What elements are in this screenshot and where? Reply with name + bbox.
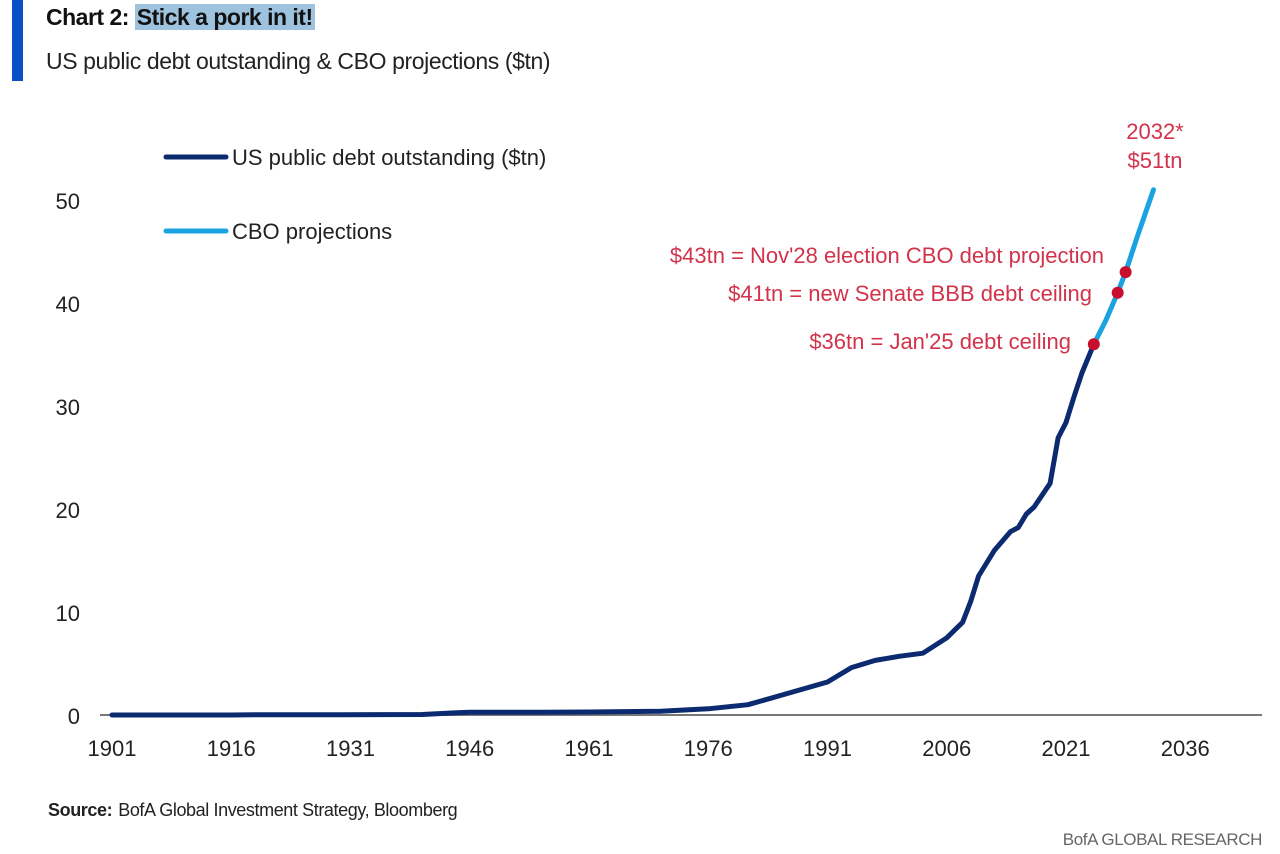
x-tick-label: 1946 [445, 736, 494, 761]
title-prefix: Chart 2: [46, 4, 129, 30]
accent-bar [12, 0, 23, 81]
annotation-41tn: $41tn = new Senate BBB debt ceiling [728, 281, 1092, 306]
y-tick-label: 30 [56, 395, 80, 420]
legend-label-projection: CBO projections [232, 219, 392, 244]
source-text: BofA Global Investment Strategy, Bloombe… [118, 800, 458, 820]
source-label: Source: [48, 800, 113, 820]
y-tick-label: 50 [56, 189, 80, 214]
x-tick-label: 1961 [565, 736, 614, 761]
x-tick-label: 2021 [1042, 736, 1091, 761]
series-line-projection [1091, 187, 1156, 347]
annotation-36tn: $36tn = Jan'25 debt ceiling [809, 329, 1071, 354]
x-tick-label: 1931 [326, 736, 375, 761]
legend-label-historical: US public debt outstanding ($tn) [232, 145, 546, 170]
annotation-43tn: $43tn = Nov'28 election CBO debt project… [670, 243, 1104, 268]
series-line-historical [109, 341, 1097, 718]
x-tick-label: 1901 [88, 736, 137, 761]
y-tick-label: 0 [68, 704, 80, 729]
y-tick-label: 40 [56, 292, 80, 317]
brand-footer: BofA GLOBAL RESEARCH [1062, 830, 1263, 849]
x-tick-label: 2036 [1161, 736, 1210, 761]
x-tick-label: 1976 [684, 736, 733, 761]
y-tick-label: 10 [56, 601, 80, 626]
x-tick-label: 2006 [922, 736, 971, 761]
x-tick-label: 1916 [207, 736, 256, 761]
x-tick-label: 1991 [803, 736, 852, 761]
annotation-2032-value: $51tn [1127, 148, 1182, 173]
chart-subtitle: US public debt outstanding & CBO project… [46, 48, 551, 74]
source-note: Source: BofA Global Investment Strategy, … [48, 800, 458, 821]
annotation-marker [1119, 266, 1132, 279]
title-highlight: Stick a pork in it! [134, 4, 315, 30]
chart-title: Chart 2: Stick a pork in it! [46, 4, 315, 31]
annotation-marker [1087, 338, 1100, 351]
y-tick-label: 20 [56, 498, 80, 523]
annotation-2032-year: 2032* [1126, 119, 1184, 144]
annotation-marker [1111, 286, 1124, 299]
